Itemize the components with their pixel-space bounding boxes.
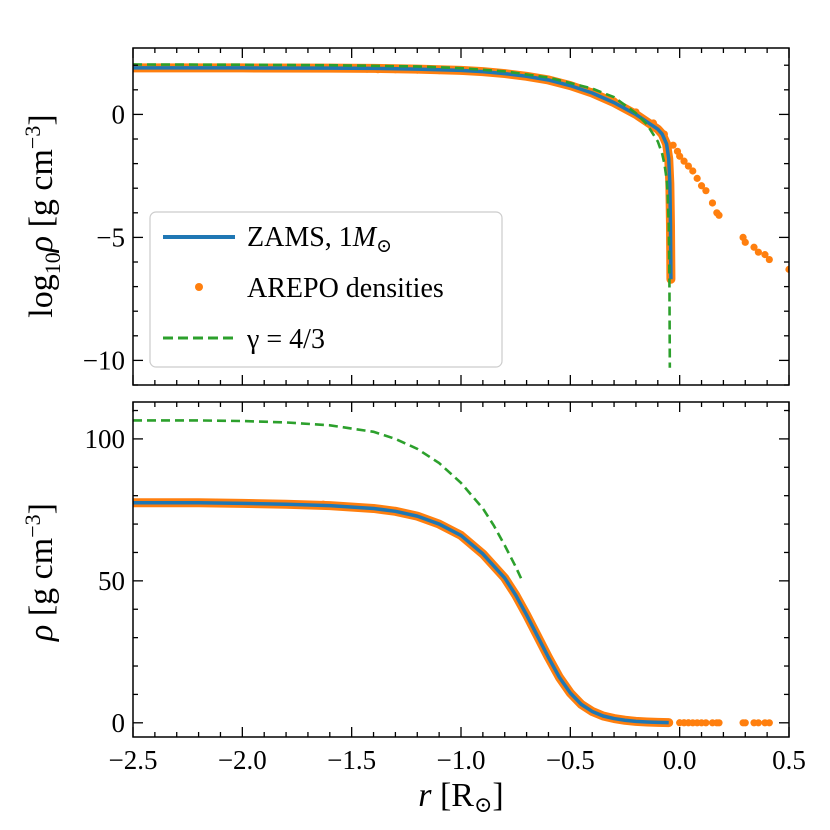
legend-frame — [149, 211, 503, 368]
x-tick-label: −2.0 — [218, 745, 267, 775]
x-tick-label: 0.5 — [772, 745, 806, 775]
top-y-tick-label: 0 — [112, 99, 126, 129]
top-ylabel-sup: −3 — [20, 126, 45, 149]
xlabel-close: ] — [492, 777, 503, 814]
bottom-y-tick-label: 0 — [112, 708, 126, 738]
xlabel-r: r — [418, 777, 432, 814]
top-y-tick-label: −10 — [83, 345, 125, 375]
bottom-ylabel-rho: ρ — [23, 625, 60, 642]
top-arepo-point — [702, 187, 710, 195]
bottom-ylabel-sup: −3 — [20, 514, 45, 537]
top-arepo-point — [761, 251, 769, 259]
top-plot-area — [133, 63, 789, 368]
top-arepo-point — [785, 265, 789, 273]
bottom-axis-ticks: −2.5 −2.0 −1.5 −1.0 −0.5 0.0 0.5 0 50 100 — [85, 402, 806, 775]
xlabel-sub: ⊙ — [474, 792, 492, 817]
top-arepo-point — [676, 152, 684, 160]
legend-swatch-arepo — [195, 283, 203, 291]
top-arepo-point — [741, 238, 749, 246]
bottom-ylabel-units: [g cm — [23, 538, 60, 625]
top-arepo-point — [750, 243, 758, 251]
top-arepo-point — [697, 182, 706, 190]
legend-label-arepo: AREPO densities — [247, 273, 444, 304]
top-arepo-point — [708, 199, 717, 207]
top-arepo-point — [754, 248, 762, 256]
top-ylabel-rho: ρ — [23, 236, 60, 253]
bottom-arepo-point — [702, 719, 710, 727]
bottom-ylabel-close: ] — [23, 503, 60, 514]
x-tick-label: 0.0 — [663, 745, 697, 775]
x-tick-label: −0.5 — [546, 745, 595, 775]
bottom-gamma-line — [133, 419, 524, 582]
bottom-axes-frame — [132, 401, 790, 738]
bottom-arepo-point — [765, 719, 773, 727]
top-y-tick-label: −5 — [96, 222, 125, 252]
x-tick-label: −2.5 — [109, 745, 158, 775]
bottom-zams-line — [133, 501, 669, 725]
legend-label-gamma: γ = 4/3 — [246, 324, 325, 355]
top-ylabel-units: [g cm — [23, 149, 60, 236]
top-arepo-point — [715, 211, 723, 219]
bottom-arepo-point — [741, 719, 749, 727]
legend-label-zams: ZAMS, 1M⊙ — [247, 222, 392, 257]
top-arepo-point — [765, 255, 773, 264]
x-tick-label: −1.0 — [437, 745, 486, 775]
xlabel-units: [R — [431, 777, 474, 814]
top-gamma-line — [133, 63, 672, 368]
bottom-arepo-point — [754, 719, 762, 727]
top-arepo-point — [689, 167, 697, 175]
bottom-y-tick-label: 50 — [98, 566, 125, 596]
bottom-arepo-point — [715, 719, 723, 727]
legend: ZAMS, 1M⊙ AREPO densities γ = 4/3 — [149, 211, 503, 368]
bottom-plot-area — [133, 419, 773, 728]
top-zams-line — [133, 66, 673, 280]
top-arepo-point — [684, 162, 693, 170]
bottom-y-tick-label: 100 — [85, 424, 126, 454]
top-arepo-point — [680, 157, 688, 165]
top-axis-ticks: −10 −5 0 — [83, 48, 790, 386]
x-axis-label: r [R⊙] — [418, 777, 504, 817]
top-ylabel-close: ] — [23, 114, 60, 125]
top-ylabel-log: log — [23, 274, 60, 317]
bottom-arepo-band — [133, 498, 674, 728]
top-axes-frame — [132, 47, 790, 386]
top-ylabel-sub: 10 — [40, 252, 65, 274]
top-arepo-point — [693, 174, 701, 182]
bottom-y-axis-label: ρ [g cm−3] — [20, 503, 60, 642]
bottom-panel: −2.5 −2.0 −1.5 −1.0 −0.5 0.0 0.5 0 50 100 ρ [g cm… — [20, 401, 806, 817]
top-panel: −10 −5 0 log10ρ [g cm−3] ZAMS, 1M⊙ AREPO d… — [20, 47, 790, 386]
x-tick-label: −1.5 — [327, 745, 376, 775]
top-y-axis-label: log10ρ [g cm−3] — [20, 114, 65, 317]
